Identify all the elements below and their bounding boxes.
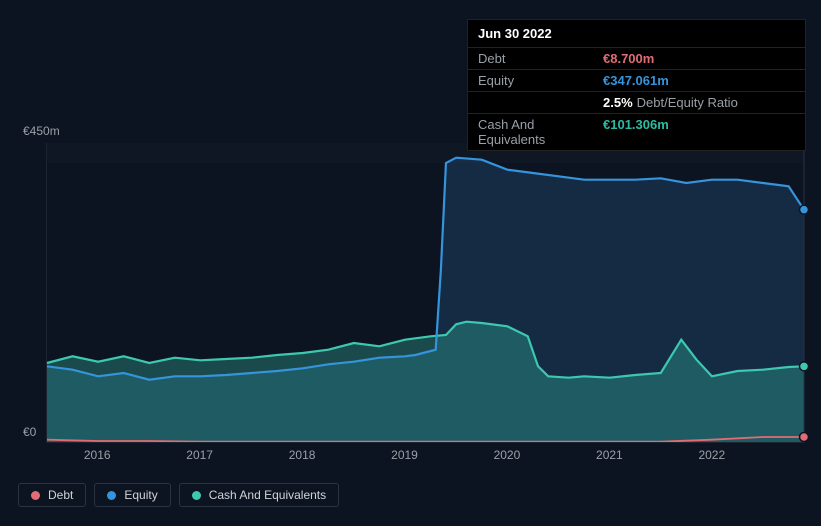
tooltip-equity-value: €347.061m [603, 73, 669, 88]
legend-label: Equity [124, 488, 157, 502]
x-axis: 2016 2017 2018 2019 2020 2021 2022 [46, 448, 804, 468]
legend-swatch [107, 491, 116, 500]
tooltip-row-equity: Equity €347.061m [468, 70, 805, 92]
tooltip-debt-label: Debt [478, 51, 603, 66]
x-tick: 2022 [698, 448, 725, 462]
x-tick: 2019 [391, 448, 418, 462]
y-axis-min: €0 [23, 425, 36, 439]
legend-item-debt[interactable]: Debt [18, 483, 86, 507]
tooltip-debt-value: €8.700m [603, 51, 654, 66]
legend-item-equity[interactable]: Equity [94, 483, 170, 507]
legend-swatch [31, 491, 40, 500]
legend-label: Cash And Equivalents [209, 488, 326, 502]
endpoint-equity [800, 205, 809, 214]
tooltip-row-ratio: 2.5% Debt/Equity Ratio [468, 92, 805, 114]
chart-legend: Debt Equity Cash And Equivalents [18, 483, 339, 507]
y-axis-max: €450m [23, 124, 60, 138]
x-tick: 2021 [596, 448, 623, 462]
tooltip-row-cash: Cash And Equivalents €101.306m [468, 114, 805, 150]
legend-item-cash-and-equivalents[interactable]: Cash And Equivalents [179, 483, 339, 507]
tooltip-row-debt: Debt €8.700m [468, 48, 805, 70]
legend-swatch [192, 491, 201, 500]
x-tick: 2017 [186, 448, 213, 462]
tooltip-date: Jun 30 2022 [468, 20, 805, 48]
endpoint-cash [800, 362, 809, 371]
x-tick: 2020 [494, 448, 521, 462]
chart-svg [47, 143, 804, 443]
tooltip-ratio-pct: 2.5% [603, 95, 633, 110]
tooltip-equity-label: Equity [478, 73, 603, 88]
tooltip-ratio-spacer [478, 95, 603, 110]
legend-label: Debt [48, 488, 73, 502]
tooltip-cash-label: Cash And Equivalents [478, 117, 603, 147]
chart-tooltip: Jun 30 2022 Debt €8.700m Equity €347.061… [467, 19, 806, 151]
x-tick: 2018 [289, 448, 316, 462]
chart-baseline [47, 442, 804, 443]
endpoint-debt [800, 433, 809, 442]
tooltip-ratio: 2.5% Debt/Equity Ratio [603, 95, 738, 110]
tooltip-cash-value: €101.306m [603, 117, 669, 147]
tooltip-ratio-label: Debt/Equity Ratio [637, 95, 738, 110]
x-tick: 2016 [84, 448, 111, 462]
chart-plot[interactable] [46, 143, 804, 443]
